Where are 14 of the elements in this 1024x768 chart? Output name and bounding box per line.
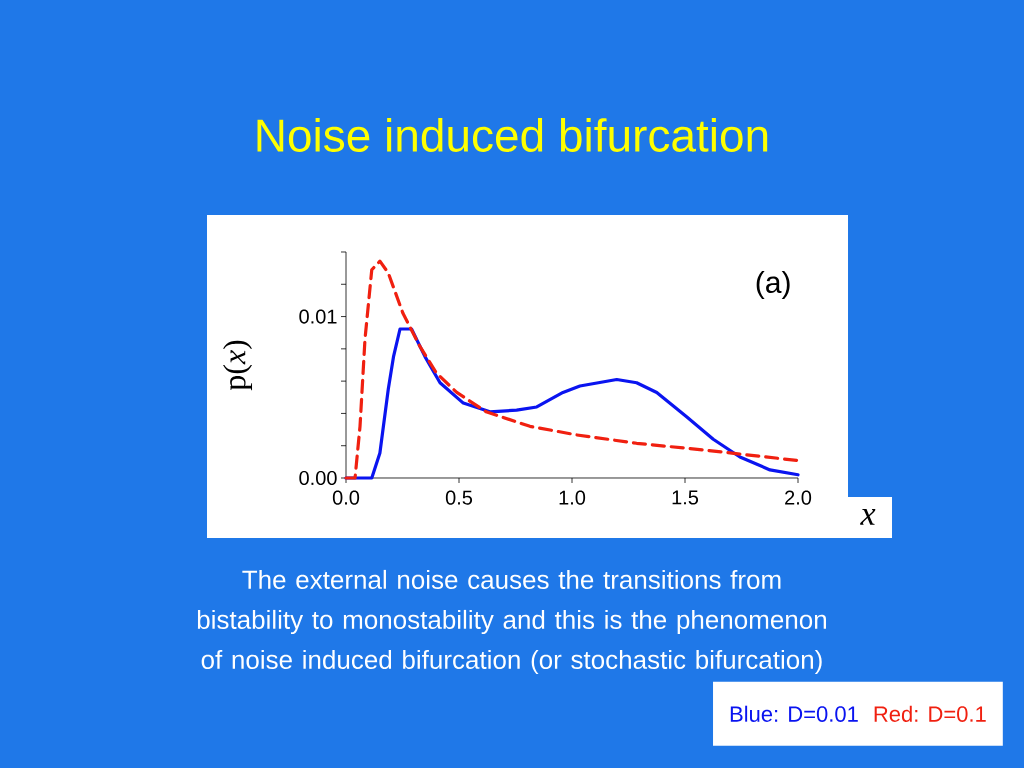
annotation: (a) bbox=[756, 271, 790, 299]
x-tick-label: 1.0 bbox=[559, 490, 586, 505]
chart-title: Noise induced bifurcation bbox=[257, 118, 768, 152]
y-tick-label: 0.00 bbox=[299, 470, 337, 486]
y-axis-title: p(x) bbox=[223, 340, 253, 391]
y-tick-label: 0.01 bbox=[299, 309, 337, 324]
text: Red: D=0.1 bbox=[874, 705, 986, 722]
x-tick-label: 0.5 bbox=[445, 490, 473, 505]
x-tick-label: 1.5 bbox=[672, 490, 699, 505]
x-tick-label: 2.0 bbox=[785, 490, 812, 505]
text: The external noise causes the transitions from bistability to monostability and this is the phenomenon of noise induced bifurcation (or stochastic bifurcation) bbox=[197, 569, 826, 675]
text: Blue: D=0.01 bbox=[730, 705, 858, 722]
x-axis-title: x bbox=[860, 509, 876, 525]
x-tick-label: 0.0 bbox=[332, 490, 360, 505]
